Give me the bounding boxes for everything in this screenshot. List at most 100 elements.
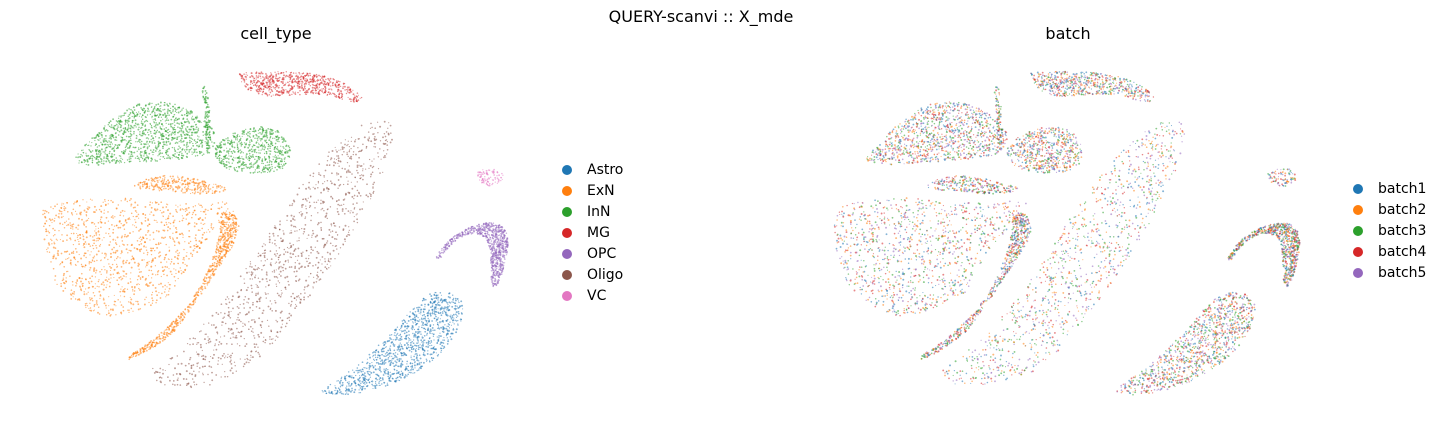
- scatter-point: [261, 138, 263, 140]
- scatter-point: [144, 151, 147, 154]
- scatter-point: [336, 155, 338, 157]
- scatter-point: [333, 183, 336, 186]
- scatter-point: [99, 154, 102, 156]
- scatter-point: [337, 187, 339, 190]
- scatter-point: [357, 147, 359, 149]
- scatter-point: [270, 264, 272, 266]
- scatter-point: [118, 115, 120, 117]
- scatter-point: [113, 294, 115, 296]
- scatter-point: [275, 276, 278, 278]
- scatter-point: [138, 115, 140, 117]
- scatter-point: [246, 271, 248, 274]
- scatter-point: [245, 78, 247, 80]
- scatter-point: [122, 215, 125, 217]
- scatter-point: [203, 381, 205, 384]
- scatter-point: [377, 132, 379, 134]
- scatter-point: [194, 247, 196, 250]
- scatter-point: [259, 90, 261, 92]
- scatter-point: [204, 117, 207, 119]
- scatter-point: [289, 204, 291, 207]
- scatter-point: [225, 229, 227, 231]
- scatter-point: [170, 112, 173, 115]
- scatter-point: [353, 208, 356, 210]
- scatter-point: [92, 247, 95, 250]
- scatter-point: [154, 125, 157, 127]
- scatter-point: [158, 333, 160, 336]
- scatter-point: [97, 151, 99, 153]
- scatter-point: [142, 132, 145, 135]
- scatter-point: [258, 167, 260, 169]
- scatter-point: [337, 157, 340, 160]
- scatter-point: [149, 130, 152, 133]
- scatter-point: [330, 85, 332, 87]
- scatter-point: [287, 280, 289, 283]
- scatter-point: [261, 252, 263, 254]
- scatter-point: [127, 130, 130, 133]
- scatter-point: [184, 137, 186, 139]
- scatter-point: [183, 113, 186, 116]
- scatter-point: [297, 295, 300, 297]
- scatter-point: [336, 80, 338, 82]
- scatter-point: [242, 322, 244, 324]
- scatter-point: [103, 160, 105, 162]
- scatter-point: [164, 102, 166, 104]
- scatter-point: [171, 321, 173, 324]
- scatter-point: [129, 199, 131, 202]
- scatter-point: [208, 279, 211, 282]
- scatter-point: [165, 140, 168, 143]
- scatter-point: [147, 229, 150, 232]
- scatter-point: [251, 82, 254, 85]
- scatter-point: [263, 336, 265, 338]
- scatter-point: [314, 80, 316, 83]
- scatter-point: [156, 201, 158, 204]
- scatter-point: [290, 231, 293, 234]
- scatter-point: [271, 271, 274, 273]
- scatter-point: [125, 145, 128, 147]
- scatter-point: [263, 254, 266, 257]
- scatter-point: [265, 134, 268, 137]
- scatter-point: [298, 85, 301, 88]
- scatter-point: [307, 74, 310, 77]
- scatter-point: [93, 260, 96, 263]
- scatter-point: [234, 365, 236, 367]
- scatter-point: [300, 75, 303, 78]
- scatter-point: [182, 118, 185, 121]
- scatter-point: [133, 117, 135, 119]
- scatter-point: [165, 296, 167, 298]
- scatter-point: [77, 238, 79, 241]
- scatter-point: [372, 165, 375, 168]
- scatter-point: [250, 80, 253, 83]
- scatter-point: [328, 84, 330, 86]
- scatter-point: [353, 216, 355, 218]
- scatter-point: [276, 292, 279, 295]
- scatter-point: [189, 222, 191, 224]
- scatter-point: [288, 312, 291, 315]
- scatter-point: [377, 156, 380, 158]
- scatter-point: [324, 169, 327, 172]
- scatter-point: [223, 165, 226, 168]
- scatter-point: [170, 258, 173, 261]
- scatter-point: [103, 156, 105, 158]
- scatter-point: [45, 230, 47, 233]
- scatter-point: [66, 257, 69, 260]
- scatter-point: [100, 273, 102, 276]
- scatter-point: [103, 302, 106, 305]
- scatter-point: [151, 297, 153, 299]
- scatter-point: [44, 222, 46, 225]
- scatter-point: [174, 153, 176, 155]
- scatter-point: [87, 287, 90, 289]
- scatter-point: [132, 146, 135, 149]
- scatter-point: [135, 300, 137, 303]
- scatter-point: [182, 107, 184, 109]
- scatter-point: [275, 160, 278, 163]
- scatter-point: [276, 148, 279, 151]
- scatter-point: [200, 142, 202, 145]
- scatter-point: [204, 365, 206, 368]
- scatter-point: [71, 214, 74, 216]
- scatter-point: [188, 121, 190, 123]
- scatter-point: [289, 73, 292, 76]
- scatter-point: [305, 205, 307, 207]
- scatter-point: [275, 319, 277, 322]
- scatter-point: [191, 378, 194, 380]
- scatter-point: [119, 124, 122, 126]
